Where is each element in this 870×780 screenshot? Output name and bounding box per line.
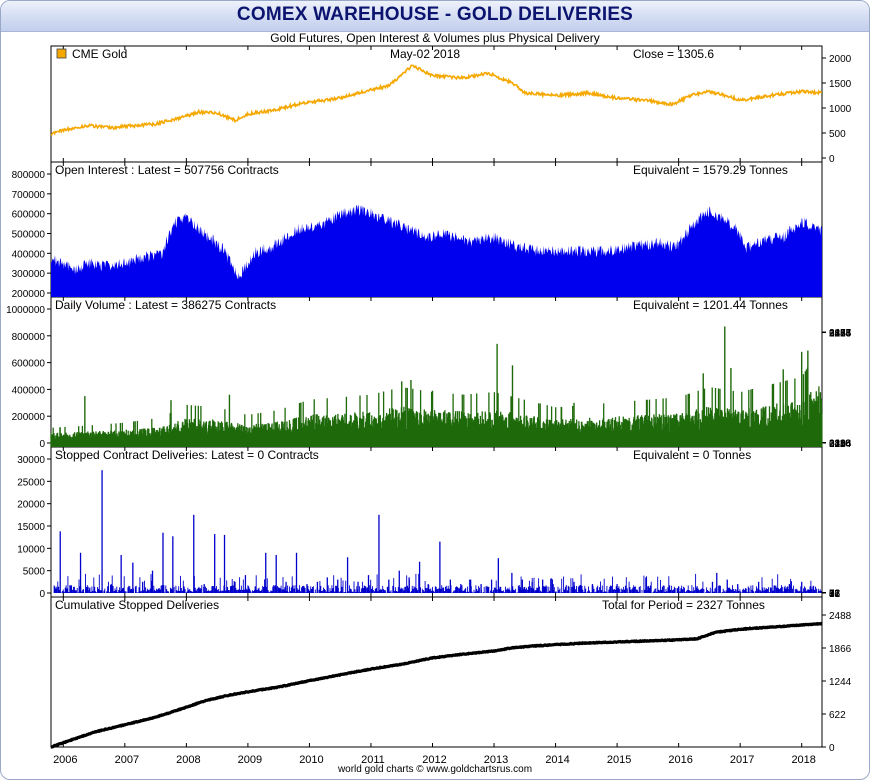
- open-interest-label: Open Interest : Latest = 507756 Contract…: [55, 163, 279, 177]
- panel-frame-4: [50, 446, 823, 598]
- panel-frame-1: [50, 45, 823, 163]
- title-bar: COMEX WAREHOUSE - GOLD DELIVERIES: [1, 1, 869, 32]
- panel-1-right-tick-label: 500: [829, 129, 846, 140]
- panel-1-right-tick-label: 0: [829, 154, 835, 165]
- panel-3-left-tick-label: 0: [39, 439, 45, 450]
- panel-2-right-tick-label: 1555: [829, 328, 852, 339]
- panel-4-right-tick-label: 62: [829, 589, 841, 600]
- x-tick-label-2007: 2007: [115, 754, 139, 766]
- panel-1-right-tick-label: 1000: [829, 104, 852, 115]
- panel-1-right-tick-label: 1500: [829, 79, 852, 90]
- panel-3-right-tick-label: 1866: [829, 439, 852, 450]
- panel-3-left-tick-label: 800000: [12, 332, 46, 343]
- panel-4-right-tick-label: 78: [829, 589, 841, 600]
- panel-frame-5: [50, 596, 823, 748]
- volume-bars-path: [50, 367, 823, 447]
- panel-2-right-tick-label: 622: [829, 329, 846, 340]
- panel-2-left-tick-label: 600000: [12, 210, 46, 221]
- gold-price-line: [50, 64, 822, 137]
- panel-4-left-tick-label: 20000: [17, 500, 45, 511]
- panel-5-right-tick-label: 0: [829, 743, 835, 754]
- x-tick-label-2016: 2016: [668, 754, 692, 766]
- chart-subtitle: Gold Futures, Open Interest & Volumes pl…: [270, 31, 600, 45]
- panel-3-left-tick-label: 200000: [12, 412, 46, 423]
- panel-4-right-tick-label: 31: [829, 589, 841, 600]
- gold-legend-label: CME Gold: [72, 47, 127, 61]
- x-tick-label-2013: 2013: [484, 754, 508, 766]
- panel-1-right-tick-label: 2000: [829, 54, 852, 65]
- panel-4-left-tick-label: 5000: [23, 567, 46, 578]
- x-tick-label-2010: 2010: [299, 754, 323, 766]
- panel-3-right-tick-label: 2488: [829, 439, 852, 450]
- delivery-equivalent: Equivalent = 0 Tonnes: [633, 448, 751, 462]
- panel-2-right-tick-label: 933: [829, 328, 846, 339]
- panel-2-left-tick-label: 800000: [12, 170, 46, 181]
- gold-date-label: May-02 2018: [390, 47, 460, 61]
- panel-2-left-tick-label: 500000: [12, 230, 46, 241]
- open-interest-equivalent: Equivalent = 1579.29 Tonnes: [633, 163, 788, 177]
- panel-2-right-tick-label: 1244: [829, 328, 852, 339]
- x-tick-label-2017: 2017: [730, 754, 754, 766]
- panel-2-left-tick-label: 700000: [12, 190, 46, 201]
- gold-legend-swatch: [56, 48, 67, 59]
- panel-3-right-tick-label: 3110: [829, 439, 851, 450]
- panel-3-left-tick-label: 1000000: [6, 305, 45, 316]
- volume-bars: [50, 326, 823, 447]
- panel-4-right-tick-label: 0: [829, 589, 835, 600]
- panel-4-right-tick-label: 47: [829, 589, 841, 600]
- x-tick-label-2008: 2008: [176, 754, 200, 766]
- panel-2-right-tick-label: 2177: [829, 328, 852, 339]
- panel-3-right-tick-label: 0: [829, 439, 835, 450]
- panel-2-left-tick-label: 400000: [12, 249, 46, 260]
- delivery-bars: [53, 470, 822, 593]
- x-tick-label-2006: 2006: [53, 754, 77, 766]
- x-tick-label-2018: 2018: [791, 754, 815, 766]
- x-tick-label-2014: 2014: [545, 754, 569, 766]
- panel-2-left-tick-label: 300000: [12, 269, 46, 280]
- panel-3-right-tick-label: 622: [829, 439, 846, 450]
- cumulative-line: [49, 621, 824, 749]
- delivery-minor-bars: [53, 573, 822, 593]
- delivery-label: Stopped Contract Deliveries: Latest = 0 …: [55, 448, 319, 462]
- panel-4-left-tick-label: 15000: [17, 522, 45, 533]
- cumulative-total-label: Total for Period = 2327 Tonnes: [602, 598, 765, 612]
- panel-5-right-tick-label: 1866: [829, 644, 852, 655]
- chart-title: COMEX WAREHOUSE - GOLD DELIVERIES: [236, 4, 634, 25]
- volume-equivalent: Equivalent = 1201.44 Tonnes: [633, 298, 788, 312]
- panel-2-right-tick-label: 1866: [829, 328, 852, 339]
- panel-4-left-tick-label: 0: [39, 589, 45, 600]
- x-tick-label-2009: 2009: [238, 754, 262, 766]
- panel-4-right-tick-label: 93: [829, 589, 841, 600]
- panel-5-right-tick-label: 1244: [829, 677, 852, 688]
- cumulative-label: Cumulative Stopped Deliveries: [55, 598, 219, 612]
- panel-4-right-tick-label: 16: [829, 589, 841, 600]
- x-tick-label-2012: 2012: [422, 754, 446, 766]
- panel-3-left-tick-label: 400000: [12, 385, 46, 396]
- open-interest-area: [51, 204, 822, 297]
- panel-4-left-tick-label: 10000: [17, 544, 45, 555]
- x-tick-label-2015: 2015: [607, 754, 631, 766]
- panel-4-left-tick-label: 30000: [17, 455, 45, 466]
- panel-2-right-tick-label: 2488: [829, 328, 852, 339]
- panel-3-right-tick-label: 1244: [829, 439, 852, 450]
- x-tick-label-2011: 2011: [361, 754, 385, 766]
- volume-label: Daily Volume : Latest = 386275 Contracts: [55, 298, 276, 312]
- credit-line: world gold charts © www.goldchartsrus.co…: [337, 764, 533, 775]
- panel-4-left-tick-label: 25000: [17, 477, 45, 488]
- panel-3-left-tick-label: 600000: [12, 359, 46, 370]
- panel-5-right-tick-label: 622: [829, 710, 846, 721]
- panel-5-right-tick-label: 2488: [829, 611, 852, 622]
- panel-2-left-tick-label: 200000: [12, 289, 46, 300]
- gold-close-label: Close = 1305.6: [633, 47, 714, 61]
